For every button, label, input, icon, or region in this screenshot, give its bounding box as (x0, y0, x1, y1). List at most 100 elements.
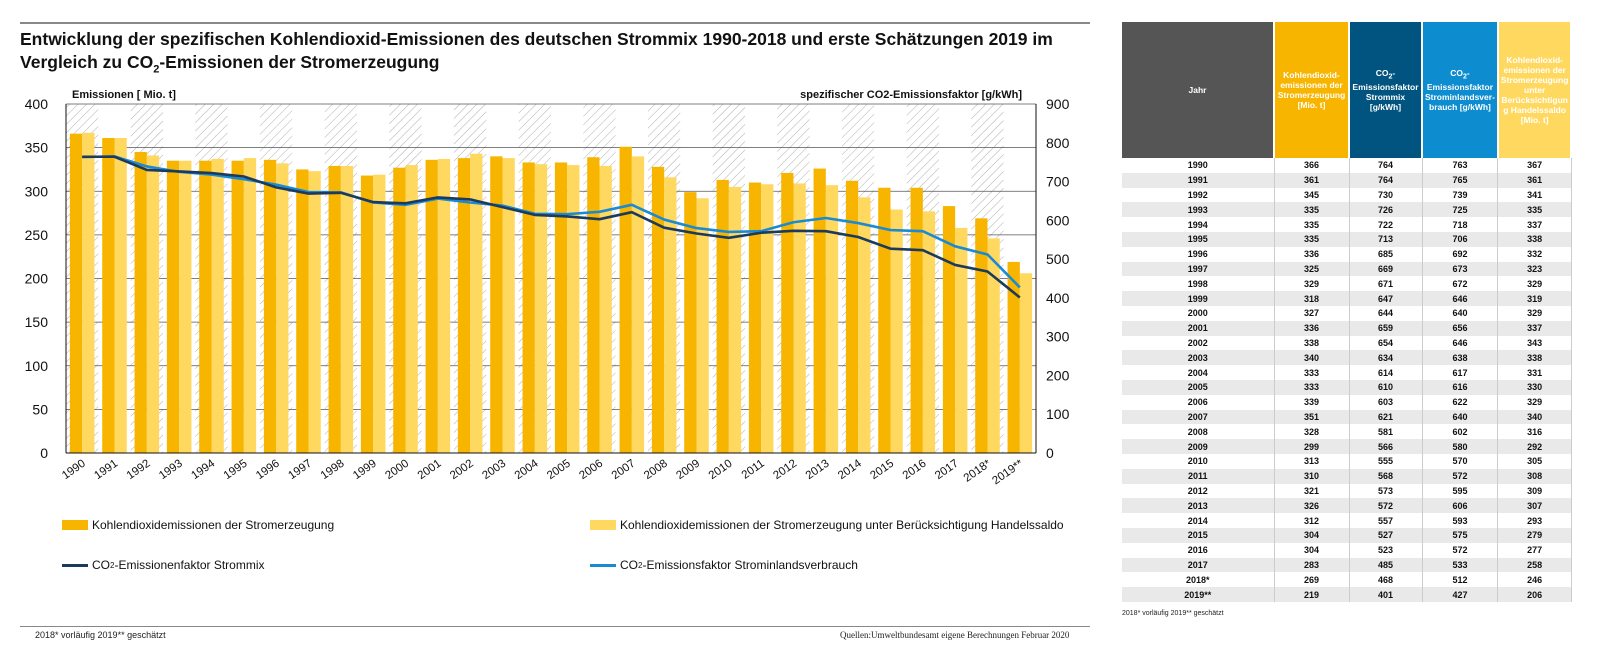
x-tick-label: 1991 (92, 458, 120, 483)
bar-emissionen (296, 169, 309, 453)
table-cell-value: 333 (1274, 379, 1350, 395)
table-row: 1992 345 730 739 341 (1122, 187, 1572, 203)
bar-emissionen-handelssaldo (405, 165, 418, 453)
table-cell-value: 718 (1422, 217, 1499, 232)
bar-emissionen (393, 167, 406, 453)
table-cell-value: 279 (1497, 527, 1572, 543)
table-row: 1991 361 764 765 361 (1122, 172, 1572, 188)
y-tick-label-right: 900 (1046, 96, 1070, 112)
table-cell-value: 570 (1422, 453, 1499, 469)
table-cell-value: 293 (1497, 513, 1572, 528)
table-cell-value: 617 (1422, 365, 1499, 380)
y-tick-label-right: 300 (1046, 329, 1070, 345)
table-cell-value: 730 (1349, 187, 1423, 203)
table-row: 1990 366 764 763 367 (1122, 158, 1572, 173)
table-cell-value: 340 (1274, 350, 1350, 366)
x-tick-label: 2017 (933, 458, 961, 483)
x-tick-label: 1992 (125, 458, 153, 483)
table-cell-value: 572 (1422, 468, 1499, 484)
bar-emissionen (328, 165, 341, 453)
table-cell-value: 646 (1422, 335, 1499, 351)
y-tick-label-left: 300 (25, 183, 49, 199)
bar-emissionen-handelssaldo (276, 163, 289, 453)
table-cell-value: 316 (1497, 424, 1572, 440)
bar-emissionen-handelssaldo (858, 197, 871, 453)
legend-line-inland: CO 2 -Emissionsfaktor Strominlandsverbrauc… (590, 558, 858, 572)
table-row: 1998 329 671 672 329 (1122, 276, 1572, 292)
table-cell-value: 603 (1349, 394, 1423, 410)
table-row: 2005 333 610 616 330 (1122, 379, 1572, 395)
table-row: 1995 335 713 706 338 (1122, 231, 1572, 247)
table-cell-value: 258 (1497, 557, 1572, 573)
table-cell-value: 401 (1349, 587, 1423, 602)
table-cell-value: 337 (1497, 217, 1572, 232)
bar-emissionen-handelssaldo (890, 209, 903, 453)
table-cell-year: 2002 (1122, 335, 1275, 351)
table-cell-value: 328 (1274, 424, 1350, 440)
table-cell-value: 656 (1422, 320, 1499, 336)
table-row: 2015 304 527 575 279 (1122, 527, 1572, 543)
y-tick-label-right: 400 (1046, 290, 1070, 306)
table-cell-value: 685 (1349, 246, 1423, 262)
x-tick-label: 1994 (189, 457, 217, 482)
table-cell-year: 2008 (1122, 424, 1275, 440)
x-tick-label: 2012 (771, 458, 799, 483)
chart-footnote: 2018* vorläufig 2019** geschätzt (35, 630, 166, 640)
x-tick-label: 2000 (383, 458, 411, 483)
bar-emissionen (716, 179, 729, 453)
bar-emissionen (166, 160, 180, 453)
legend-swatch-inland (590, 563, 616, 567)
th-faktor-inland: CO2-Emissionsfaktor Strominlandsver-brau… (1422, 22, 1499, 158)
table-row: 2004 333 614 617 331 (1122, 365, 1572, 380)
table-cell-value: 206 (1497, 587, 1572, 602)
x-tick-label: 2014 (836, 457, 864, 482)
table-cell-value: 764 (1349, 158, 1423, 173)
chart-source: Quellen:Umweltbundesamt eigene Berechnun… (840, 630, 1070, 640)
table-cell-year: 2014 (1122, 513, 1275, 528)
bar-emissionen-handelssaldo (534, 164, 548, 453)
x-tick-label: 2018* (962, 457, 994, 484)
legend-inland-pre: CO (620, 558, 638, 572)
table-cell-value: 640 (1422, 409, 1499, 425)
table-cell-value: 219 (1274, 587, 1350, 602)
table-cell-year: 1998 (1122, 276, 1275, 292)
bar-emissionen-handelssaldo (922, 211, 936, 453)
y-tick-label-right: 600 (1046, 212, 1070, 228)
table-cell-value: 644 (1349, 305, 1423, 321)
table-cell-value: 614 (1349, 365, 1423, 380)
y-tick-label-right: 200 (1046, 367, 1070, 383)
table-cell-value: 318 (1274, 291, 1350, 306)
y-axis-label-left: Emissionen [ Mio. t] (72, 89, 176, 101)
table-cell-value: 361 (1274, 172, 1350, 188)
table-cell-value: 527 (1349, 527, 1423, 543)
table-cell-value: 332 (1497, 246, 1572, 262)
table-cell-value: 725 (1422, 202, 1499, 218)
table-cell-value: 566 (1349, 439, 1423, 454)
bar-emissionen (651, 166, 665, 453)
th-emissionen-handelssaldo: Kohlendioxid-emissionen der Stromerzeugu… (1497, 22, 1573, 158)
table-cell-value: 533 (1422, 557, 1499, 573)
table-cell-value: 367 (1497, 158, 1572, 173)
table-cell-value: 654 (1349, 335, 1423, 351)
table-cell-value: 339 (1274, 394, 1350, 410)
bar-emissionen (975, 218, 988, 453)
table-cell-value: 338 (1497, 231, 1572, 247)
table-row: 2003 340 634 638 338 (1122, 350, 1572, 366)
table-row: 2009 299 566 580 292 (1122, 439, 1572, 454)
table-cell-year: 2005 (1122, 379, 1275, 395)
x-tick-label: 2002 (448, 458, 476, 483)
th-faktor-inland-sub: 2 (1462, 72, 1467, 81)
table-cell-value: 319 (1497, 291, 1572, 306)
th-faktor-inland-post: -Emissionsfaktor Strominlandsver-brauch … (1425, 68, 1495, 112)
x-tick-label: 1995 (222, 458, 250, 483)
table-cell-value: 622 (1422, 394, 1499, 410)
y-tick-label-right: 100 (1046, 406, 1070, 422)
title-line-1: Entwicklung der spezifischen Kohlendioxi… (20, 29, 1053, 49)
x-tick-label: 2003 (480, 458, 508, 483)
table-row: 1993 335 726 725 335 (1122, 202, 1572, 218)
bar-emissionen (845, 180, 859, 453)
table-cell-value: 309 (1497, 483, 1572, 499)
table-cell-value: 763 (1422, 158, 1499, 173)
x-tick-label: 2011 (740, 458, 767, 482)
bar-emissionen (684, 192, 697, 453)
